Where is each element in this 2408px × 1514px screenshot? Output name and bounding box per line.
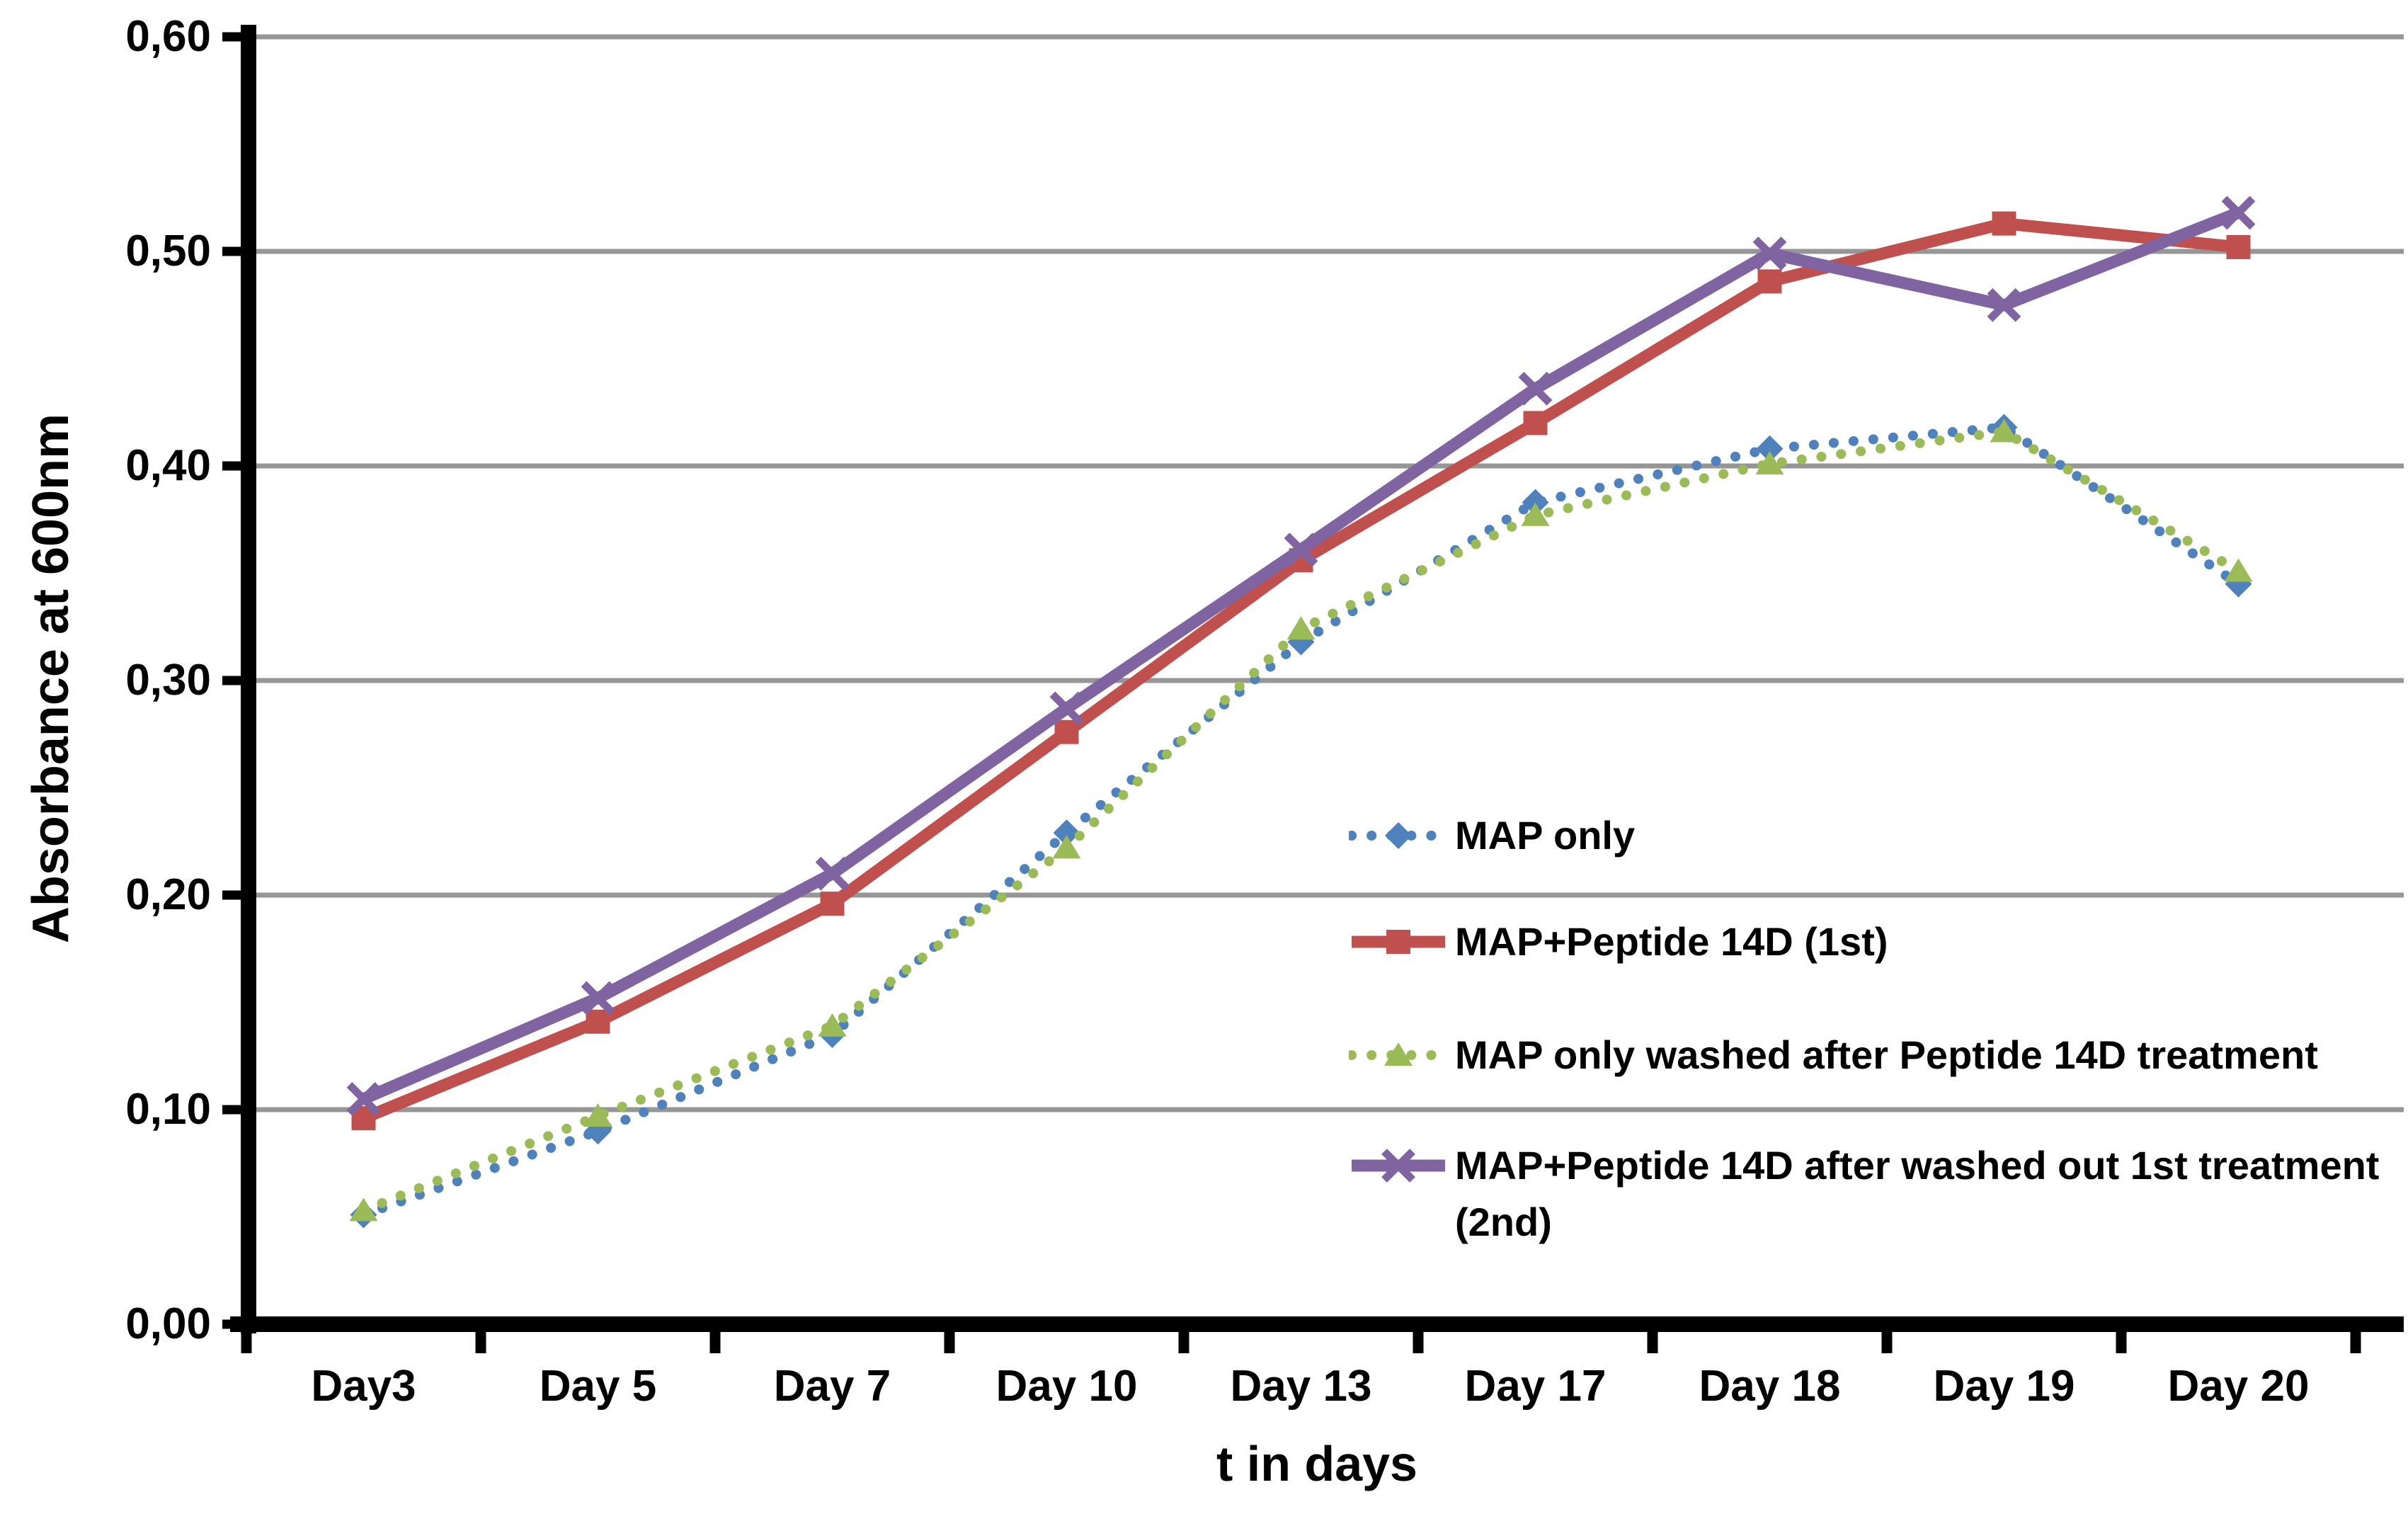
y-tick-label: 0,00 <box>125 1299 211 1348</box>
x-tick-label: Day 17 <box>1464 1362 1607 1411</box>
x-tick-label: Day 20 <box>2167 1362 2310 1411</box>
data-point-marker <box>1049 691 1084 726</box>
data-point-marker <box>1523 411 1548 436</box>
data-point-marker <box>1054 719 1079 744</box>
data-point-marker <box>349 1197 378 1222</box>
series-line-1 <box>361 217 2239 1124</box>
y-tick-label: 0,30 <box>125 656 211 705</box>
x-tick-label: Day 18 <box>1699 1362 1841 1411</box>
data-point-marker <box>1052 835 1081 859</box>
x-tick-label: Day 13 <box>1230 1362 1372 1411</box>
y-tick-label: 0,50 <box>125 227 211 275</box>
data-point-marker <box>1755 450 1784 474</box>
y-tick-label: 0,40 <box>125 441 211 490</box>
data-point-marker <box>1521 502 1550 526</box>
data-point-marker <box>820 892 845 916</box>
data-point-marker <box>1522 489 1549 516</box>
data-point-marker <box>581 981 615 1015</box>
y-tick-label: 0,10 <box>125 1085 211 1134</box>
x-tick-label: Day 5 <box>539 1362 657 1411</box>
y-tick-label: 0,60 <box>125 12 211 61</box>
x-tick-label: Day 10 <box>995 1362 1138 1411</box>
data-point-marker <box>1284 533 1318 567</box>
data-point-marker <box>1987 288 2021 322</box>
y-tick-label: 0,20 <box>125 870 211 919</box>
data-point-marker <box>1990 419 2019 443</box>
data-point-marker <box>1286 616 1316 640</box>
data-point-marker <box>1053 819 1080 847</box>
data-point-marker <box>1752 237 1787 271</box>
data-point-marker <box>1756 435 1784 462</box>
data-point-marker <box>1518 372 1553 406</box>
series-line-3 <box>361 207 2241 1105</box>
data-point-marker <box>2224 558 2253 582</box>
x-tick-label: Day 19 <box>1933 1362 2075 1411</box>
x-tick-label: Day3 <box>311 1362 416 1411</box>
x-axis-title: t in days <box>1216 1436 1417 1491</box>
data-point-marker <box>1757 269 1782 294</box>
data-point-marker <box>2221 195 2256 230</box>
data-point-marker <box>1992 211 2016 236</box>
data-point-marker <box>583 1103 612 1127</box>
data-point-marker <box>815 856 850 891</box>
data-point-marker <box>586 1009 610 1034</box>
data-point-marker <box>346 1081 381 1116</box>
x-tick-label: Day 7 <box>773 1362 891 1411</box>
data-point-marker <box>818 1013 847 1037</box>
data-point-marker <box>2226 234 2251 259</box>
